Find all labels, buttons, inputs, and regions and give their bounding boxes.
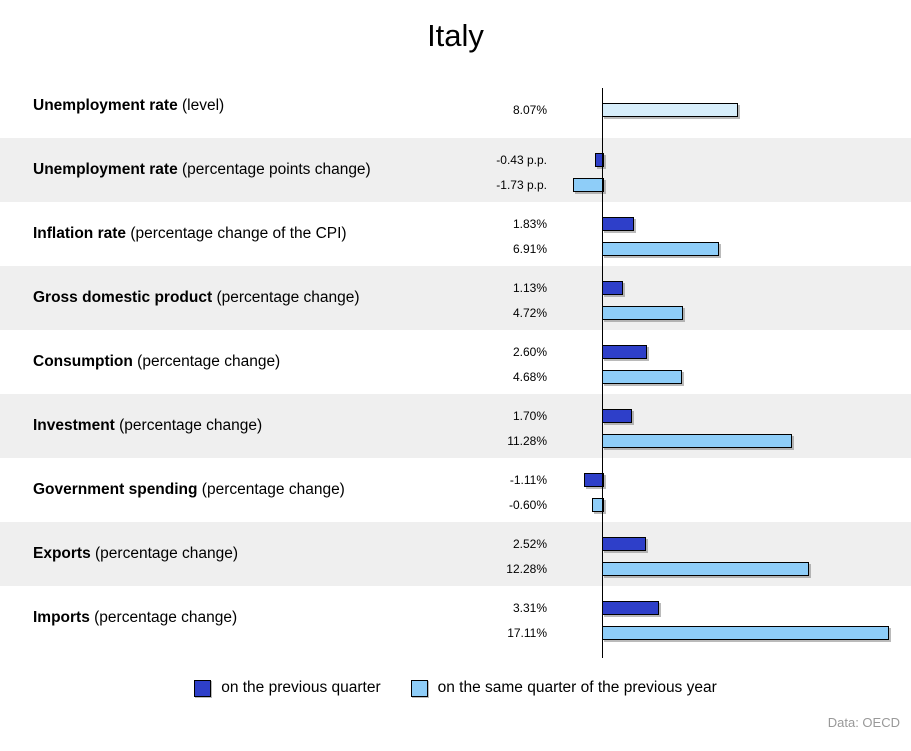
indicator-label: Exports (percentage change)	[33, 545, 238, 563]
bar-previous_quarter	[602, 537, 646, 551]
indicator-name: Exports	[33, 545, 91, 562]
bar-value-label: -1.11%	[509, 473, 547, 487]
bar-value-label: 11.28%	[507, 434, 547, 448]
bar-previous_year	[573, 178, 604, 192]
indicator-qualifier: (percentage change)	[212, 289, 360, 306]
indicator-row: Consumption (percentage change) 2.60% 4.68…	[0, 330, 911, 394]
bar-previous_quarter	[602, 345, 648, 359]
bar-value-label: 1.83%	[512, 217, 547, 231]
bar-previous_quarter	[602, 281, 623, 295]
bar-previous_year	[602, 242, 720, 256]
bar-value-label: -0.60%	[508, 498, 547, 512]
legend-label: on the same quarter of the previous year	[437, 679, 717, 696]
indicator-name: Unemployment rate	[33, 97, 178, 114]
bar-value-label: 17.11%	[507, 626, 547, 640]
bar-value-label: 1.70%	[512, 409, 547, 423]
bar-previous_quarter	[602, 409, 633, 423]
bar-previous_quarter	[602, 217, 635, 231]
indicator-qualifier: (percentage change)	[90, 545, 239, 562]
chart-rows: Unemployment rate (level) 8.07% Unemployme…	[0, 74, 911, 650]
legend-swatch-previous_year	[410, 679, 428, 697]
indicator-name: Unemployment rate	[33, 161, 178, 178]
indicator-row: Government spending (percentage change) -…	[0, 458, 911, 522]
legend-item-previous_year: on the same quarter of the previous year	[410, 679, 717, 697]
bar-level	[602, 103, 739, 117]
indicator-row: Unemployment rate (percentage points cha…	[0, 138, 911, 202]
indicator-label: Government spending (percentage change)	[33, 481, 345, 499]
indicator-qualifier: (percentage points change)	[177, 161, 371, 178]
bar-value-label: 3.31%	[512, 601, 547, 615]
bar-previous_quarter	[583, 473, 604, 487]
indicator-name: Gross domestic product	[33, 289, 213, 306]
indicator-row: Exports (percentage change) 2.52% 12.28%	[0, 522, 911, 586]
bar-previous_year	[602, 626, 890, 640]
indicator-qualifier: (percentage change)	[89, 609, 238, 626]
indicator-label: Imports (percentage change)	[33, 609, 237, 627]
bar-previous_quarter	[594, 153, 604, 167]
indicator-qualifier: (percentage change)	[114, 417, 263, 434]
bar-previous_year	[602, 370, 682, 384]
legend-label: on the previous quarter	[221, 679, 381, 696]
bar-value-label: 4.68%	[512, 370, 547, 384]
indicator-name: Imports	[33, 609, 90, 626]
indicator-row: Inflation rate (percentage change of the…	[0, 202, 911, 266]
indicator-name: Investment	[33, 417, 115, 434]
bar-value-label: 4.72%	[512, 306, 547, 320]
legend-swatch-previous_quarter	[194, 679, 212, 697]
legend: on the previous quarter on the same quart…	[0, 679, 911, 697]
bar-value-label: 12.28%	[506, 562, 547, 576]
source-note: Data: OECD	[827, 715, 900, 730]
bar-value-label: 6.91%	[512, 242, 547, 256]
indicator-qualifier: (percentage change)	[132, 353, 281, 370]
page-title: Italy	[427, 18, 484, 53]
indicator-row: Unemployment rate (level) 8.07%	[0, 74, 911, 138]
indicator-name: Government spending	[33, 481, 198, 498]
bar-value-label: -1.73 p.p.	[496, 178, 547, 192]
indicator-qualifier: (percentage change)	[197, 481, 345, 498]
bar-value-label: 2.52%	[512, 537, 547, 551]
bar-value-label: 8.07%	[512, 103, 547, 117]
indicator-label: Inflation rate (percentage change of the…	[33, 225, 347, 243]
indicator-label: Consumption (percentage change)	[33, 353, 280, 371]
indicator-qualifier: (percentage change of the CPI)	[126, 225, 347, 242]
bar-previous_year	[592, 498, 604, 512]
indicator-label: Unemployment rate (percentage points cha…	[33, 161, 371, 179]
bar-value-label: 1.13%	[512, 281, 547, 295]
legend-item-previous_quarter: on the previous quarter	[194, 679, 381, 697]
bar-previous_quarter	[602, 601, 660, 615]
bar-previous_year	[602, 434, 792, 448]
indicator-row: Imports (percentage change) 3.31% 17.11%	[0, 586, 911, 650]
indicator-name: Inflation rate	[33, 225, 127, 242]
indicator-name: Consumption	[33, 353, 133, 370]
indicator-label: Investment (percentage change)	[33, 417, 262, 435]
bar-value-label: 2.60%	[512, 345, 547, 359]
indicator-label: Gross domestic product (percentage chang…	[33, 289, 360, 307]
bar-value-label: -0.43 p.p.	[496, 153, 547, 167]
bar-previous_year	[602, 306, 683, 320]
indicator-row: Gross domestic product (percentage chang…	[0, 266, 911, 330]
bar-previous_year	[602, 562, 809, 576]
axis-line	[602, 88, 603, 658]
indicator-label: Unemployment rate (level)	[33, 97, 224, 115]
indicator-row: Investment (percentage change) 1.70% 11.28…	[0, 394, 911, 458]
indicator-qualifier: (level)	[177, 97, 225, 114]
